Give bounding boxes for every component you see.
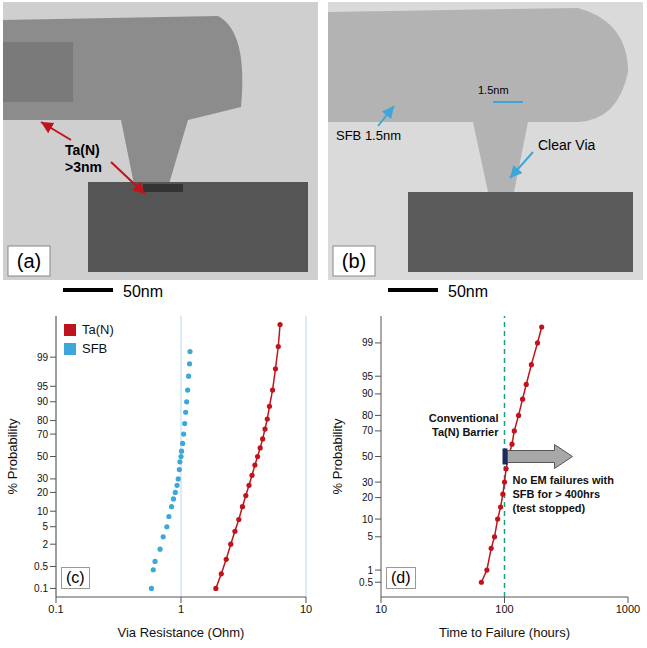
svg-text:80: 80 (362, 410, 374, 421)
svg-text:Via Resistance (Ohm): Via Resistance (Ohm) (118, 625, 245, 640)
svg-text:10: 10 (362, 514, 374, 525)
svg-text:50: 50 (37, 451, 49, 462)
svg-text:10: 10 (375, 603, 387, 615)
svg-text:70: 70 (362, 425, 374, 436)
svg-text:100: 100 (495, 603, 513, 615)
svg-text:Clear Via: Clear Via (538, 137, 596, 153)
svg-text:0.5: 0.5 (359, 577, 373, 588)
svg-text:30: 30 (362, 477, 374, 488)
svg-text:0.5: 0.5 (34, 561, 48, 572)
svg-text:50: 50 (362, 451, 374, 462)
svg-text:99: 99 (362, 337, 374, 348)
svg-text:30: 30 (37, 473, 49, 484)
html-text:SFB: SFB (82, 341, 108, 356)
html-text:No EM failures with SFB for >: No EM failures with SFB for > 400hrs (te… (512, 473, 614, 514)
svg-text:0.1: 0.1 (48, 603, 63, 615)
svg-text:99: 99 (37, 352, 49, 363)
svg-text:Time to Failure (hours): Time to Failure (hours) (439, 625, 570, 640)
svg-text:80: 80 (37, 415, 49, 426)
svg-text:Ta(N)>3nm: Ta(N)>3nm (65, 142, 102, 175)
svg-text:10: 10 (37, 506, 49, 517)
svg-text:5: 5 (367, 531, 373, 542)
svg-text:70: 70 (37, 429, 49, 440)
svg-text:SFB 1.5nm: SFB 1.5nm (336, 128, 401, 143)
svg-text:20: 20 (37, 487, 49, 498)
svg-text:50nm: 50nm (448, 283, 488, 300)
svg-text:10: 10 (300, 603, 312, 615)
html-text:(c): (c) (66, 569, 85, 586)
html-text:Conventional Ta(N) Barrier: Conventional Ta(N) Barrier (428, 411, 499, 438)
svg-text:(b): (b) (342, 250, 366, 272)
svg-text:% Probability: % Probability (330, 418, 345, 494)
svg-text:90: 90 (37, 396, 49, 407)
svg-text:1: 1 (178, 603, 184, 615)
svg-text:(a): (a) (17, 250, 41, 272)
svg-text:95: 95 (37, 381, 49, 392)
svg-text:1.5nm: 1.5nm (478, 84, 509, 96)
svg-text:0.1: 0.1 (34, 583, 48, 594)
svg-text:20: 20 (362, 492, 374, 503)
svg-text:50nm: 50nm (123, 283, 163, 300)
html-text:Ta(N): Ta(N) (82, 322, 114, 337)
svg-text:1000: 1000 (616, 603, 640, 615)
svg-text:1: 1 (367, 565, 373, 576)
svg-text:90: 90 (362, 388, 374, 399)
svg-text:% Probability: % Probability (5, 418, 20, 494)
html-text:(d): (d) (391, 569, 411, 586)
svg-text:2: 2 (42, 539, 48, 550)
svg-text:95: 95 (362, 371, 374, 382)
svg-text:5: 5 (42, 521, 48, 532)
